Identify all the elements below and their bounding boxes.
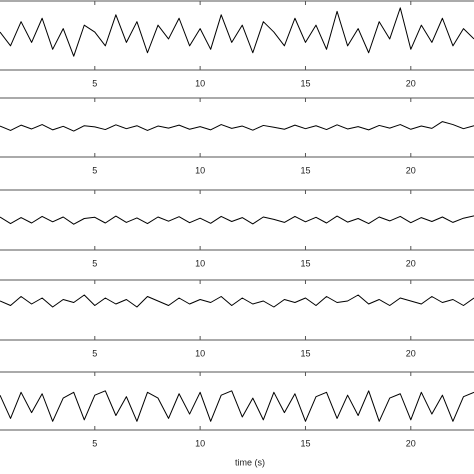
x-tick-label: 5 (92, 165, 97, 175)
x-tick-label: 5 (92, 438, 97, 448)
x-tick-label: 20 (406, 165, 416, 175)
x-tick-label: 15 (300, 165, 310, 175)
x-axis-label: time (s) (235, 457, 265, 467)
x-tick-label: 20 (406, 78, 416, 88)
signal-line (0, 7, 474, 57)
x-tick-label: 10 (195, 165, 205, 175)
x-tick-label: 5 (92, 258, 97, 268)
x-tick-label: 10 (195, 348, 205, 358)
x-tick-label: 20 (406, 258, 416, 268)
x-tick-label: 15 (300, 258, 310, 268)
signal-line (0, 294, 474, 308)
x-tick-label: 5 (92, 78, 97, 88)
x-tick-label: 15 (300, 348, 310, 358)
signal-line (0, 390, 474, 422)
x-tick-label: 10 (195, 438, 205, 448)
signal-line (0, 121, 474, 132)
signal-line (0, 215, 474, 225)
x-tick-label: 5 (92, 348, 97, 358)
x-tick-label: 10 (195, 78, 205, 88)
x-tick-label: 20 (406, 348, 416, 358)
x-tick-label: 20 (406, 438, 416, 448)
x-tick-label: 15 (300, 438, 310, 448)
x-tick-label: 10 (195, 258, 205, 268)
x-tick-label: 15 (300, 78, 310, 88)
